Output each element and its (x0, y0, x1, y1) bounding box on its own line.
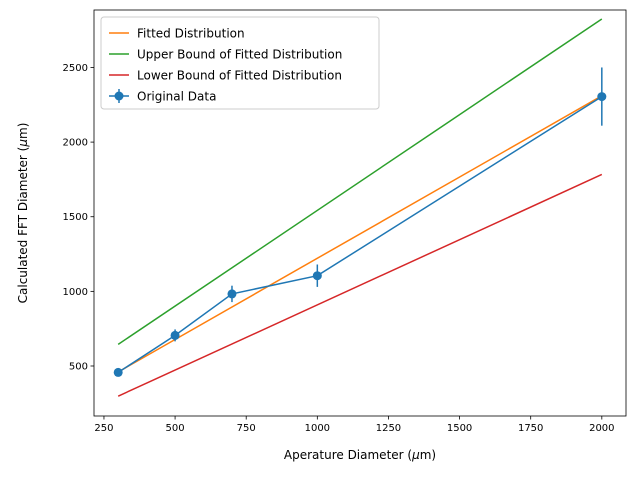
legend-label: Fitted Distribution (137, 27, 245, 41)
data-point (227, 289, 237, 299)
x-tick-label: 2000 (589, 423, 614, 434)
x-tick-label: 1250 (376, 423, 401, 434)
series-line-2 (117, 173, 603, 397)
data-point (113, 367, 123, 377)
y-axis-label: Calculated FFT Diameter (μm) (16, 123, 30, 304)
y-tick-label: 1000 (63, 287, 88, 298)
plot-lines (113, 18, 607, 397)
x-tick-label: 1500 (447, 423, 472, 434)
x-tick-label: 500 (166, 423, 185, 434)
legend-label: Original Data (137, 90, 216, 104)
y-tick-label: 2000 (63, 138, 88, 149)
x-axis-label: Aperature Diameter (μm) (284, 448, 436, 462)
y-tick-label: 500 (69, 361, 88, 372)
x-tick-label: 1750 (518, 423, 543, 434)
legend-label: Upper Bound of Fitted Distribution (137, 48, 342, 62)
series-line-1 (117, 18, 603, 345)
legend-marker (114, 91, 124, 101)
x-tick-label: 750 (237, 423, 256, 434)
series-line-0 (117, 95, 603, 373)
legend-box (100, 16, 380, 110)
legend: Fitted Distribution Upper Bound of Fitted… (100, 16, 380, 110)
y-tick-label: 1500 (63, 212, 88, 223)
y-axis: 500 1000 1500 2000 2500 (63, 63, 94, 372)
data-point (170, 330, 180, 340)
data-point (312, 271, 322, 281)
x-axis: 250 500 750 1000 1250 1500 1750 2000 (94, 416, 615, 434)
x-tick-label: 1000 (305, 423, 330, 434)
axes-frame (93, 9, 627, 417)
legend-label: Lower Bound of Fitted Distribution (137, 69, 342, 83)
x-tick-label: 250 (94, 423, 113, 434)
y-tick-label: 2500 (63, 63, 88, 74)
data-point (597, 92, 607, 102)
